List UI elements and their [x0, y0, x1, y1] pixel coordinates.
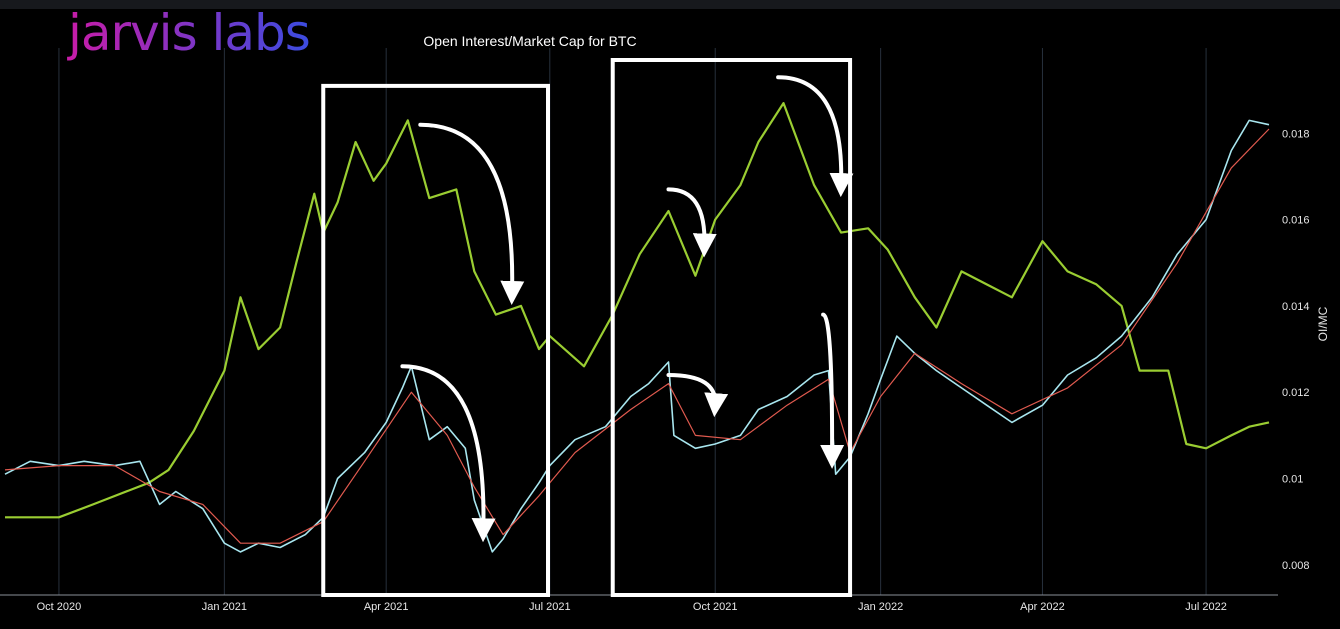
annotation-arrow: [666, 373, 729, 418]
x-tick-label: Oct 2020: [37, 601, 82, 613]
y-tick-label: 0.01: [1282, 474, 1303, 486]
x-tick-label: Apr 2021: [364, 601, 409, 613]
y-tick-label: 0.014: [1282, 301, 1310, 313]
y-tick-label: 0.012: [1282, 387, 1310, 399]
y-tick-label: 0.016: [1282, 215, 1310, 227]
series-line-price-overlay: [5, 102, 1270, 519]
highlight-box: [610, 58, 853, 597]
top-strip: [0, 0, 1340, 9]
series-layer: [4, 102, 1270, 553]
chart-title: Open Interest/Market Cap for BTC: [423, 33, 636, 49]
series-line-oi-mc: [4, 119, 1270, 553]
grid: [58, 48, 1207, 595]
x-tick-label: Jul 2021: [529, 601, 571, 613]
y-tick-labels: 0.008 0.01 0.012 0.014 0.016 0.018: [1282, 128, 1310, 571]
x-tick-label: Apr 2022: [1020, 601, 1065, 613]
y-tick-label: 0.008: [1282, 560, 1310, 572]
x-tick-label: Jan 2021: [202, 601, 247, 613]
series-line-oi-mc-moving-average: [4, 128, 1270, 544]
x-tick-labels: Oct 2020 Jan 2021 Apr 2021 Jul 2021 Oct 2021…: [37, 601, 1227, 613]
x-tick-label: Jan 2022: [858, 601, 903, 613]
x-tick-label: Jul 2022: [1185, 601, 1227, 613]
annotation-arrow: [418, 122, 525, 305]
highlight-box: [321, 83, 551, 598]
annotation-layer: [321, 58, 854, 598]
annotation-arrow: [776, 75, 854, 198]
annotation-arrow: [820, 312, 845, 469]
brand-logo: jarvis labs: [67, 4, 310, 62]
annotation-arrow: [400, 364, 496, 543]
x-tick-label: Oct 2021: [693, 601, 738, 613]
y-tick-label: 0.018: [1282, 128, 1310, 140]
annotation-arrow: [666, 187, 717, 258]
y-axis-label: OI/MC: [1316, 306, 1330, 341]
